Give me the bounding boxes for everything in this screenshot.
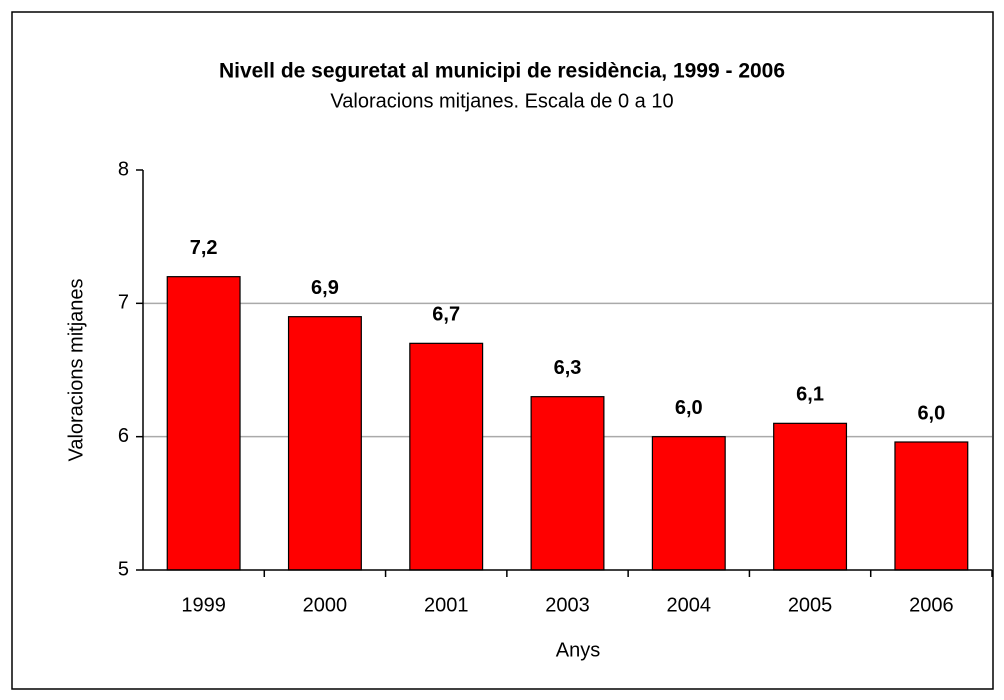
y-tick-label: 8 bbox=[118, 158, 129, 180]
x-tick-label: 2005 bbox=[788, 594, 833, 616]
value-label: 6,0 bbox=[917, 402, 945, 424]
value-label: 6,0 bbox=[675, 397, 703, 419]
x-tick-label: 1999 bbox=[181, 594, 226, 616]
chart-border bbox=[11, 11, 994, 690]
value-label: 6,9 bbox=[311, 277, 339, 299]
value-label: 6,1 bbox=[796, 384, 824, 406]
y-tick-label: 5 bbox=[118, 558, 129, 580]
y-tick-label: 6 bbox=[118, 425, 129, 447]
chart-title: Nivell de seguretat al municipi de resid… bbox=[219, 60, 785, 83]
x-tick-label: 2000 bbox=[303, 594, 348, 616]
value-label: 7,2 bbox=[190, 237, 218, 259]
bar bbox=[166, 276, 241, 571]
x-axis-label: Anys bbox=[556, 639, 600, 661]
chart-subtitle: Valoracions mitjanes. Escala de 0 a 10 bbox=[330, 90, 673, 112]
bar bbox=[773, 422, 848, 571]
x-tick-label: 2004 bbox=[667, 594, 712, 616]
bar bbox=[287, 316, 362, 571]
x-tick-label: 2001 bbox=[424, 594, 469, 616]
value-label: 6,7 bbox=[432, 304, 460, 326]
y-axis-label: Valoracions mitjanes bbox=[65, 278, 87, 461]
x-tick-label: 2003 bbox=[545, 594, 590, 616]
y-tick-label: 7 bbox=[118, 292, 129, 314]
value-label: 6,3 bbox=[554, 357, 582, 379]
bar bbox=[409, 342, 484, 571]
bar bbox=[651, 436, 726, 571]
x-tick-label: 2006 bbox=[909, 594, 954, 616]
bar bbox=[530, 396, 605, 571]
bar bbox=[894, 441, 969, 571]
